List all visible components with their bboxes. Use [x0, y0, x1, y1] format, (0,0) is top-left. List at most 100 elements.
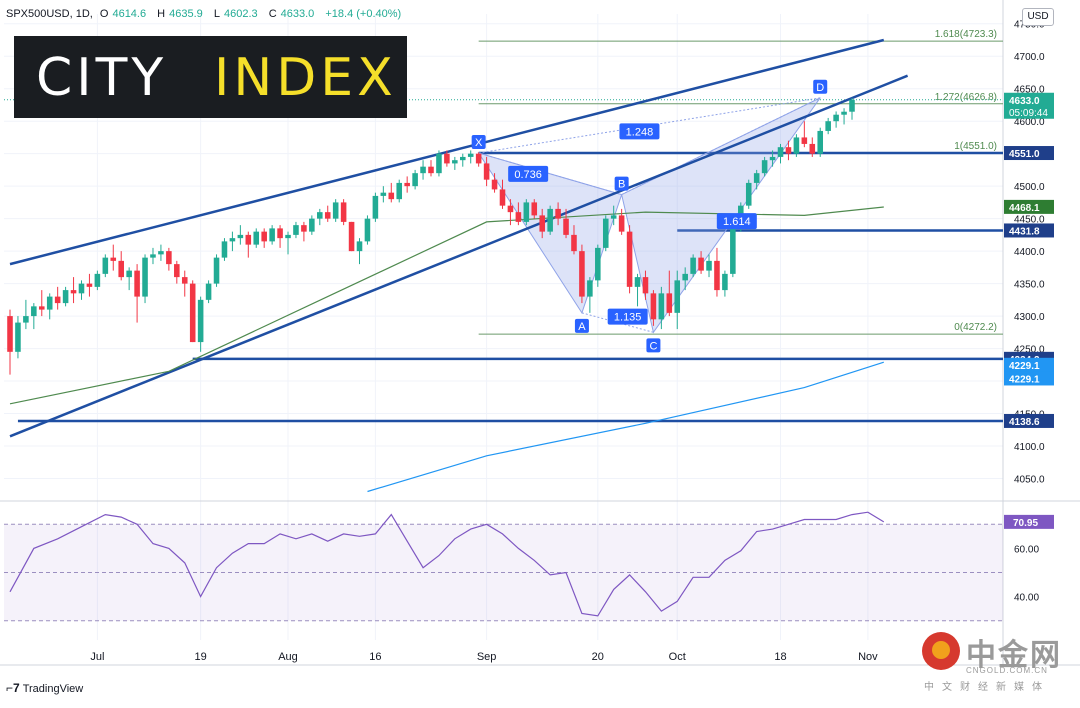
candle-body [674, 280, 681, 313]
candle [301, 221, 307, 242]
tradingview-icon: ⌐7 [6, 681, 20, 695]
channel-line [9, 74, 909, 438]
price-tick-label: 4450.0 [1014, 215, 1045, 226]
candle-body [658, 293, 665, 320]
candle [706, 254, 712, 278]
price-axis[interactable]: 4050.04100.04150.04200.04250.04300.04350… [1004, 20, 1054, 604]
candle-body [213, 257, 220, 284]
candle [23, 299, 29, 330]
candle-body [817, 130, 824, 154]
candle-body [309, 218, 315, 232]
candle [618, 208, 625, 235]
candle-body [396, 182, 403, 200]
candle-body [261, 231, 267, 242]
candle-body [459, 156, 466, 161]
candle-body [793, 137, 800, 154]
price-tag: 4229.1 [1004, 357, 1054, 372]
pattern-xb-line [478, 152, 622, 196]
candle-body [253, 231, 260, 245]
candle-body [62, 290, 69, 304]
price-tag-label: 4431.8 [1009, 226, 1040, 237]
rsi-line [9, 511, 885, 617]
candle [118, 251, 124, 281]
price-tag-box [1004, 92, 1054, 119]
candle [269, 225, 275, 245]
price-tag: 4468.1 [1004, 199, 1054, 214]
price-tag: 4431.8 [1004, 223, 1054, 238]
close-value: 4633.0 [280, 8, 315, 20]
time-tick-label: Oct [669, 651, 686, 663]
candle [340, 199, 347, 226]
low-label: L [213, 8, 220, 20]
time-axis[interactable]: Jul 19 Aug 16 Sep 20 Oct 18 Nov [90, 651, 878, 663]
candle [293, 221, 299, 239]
candle [698, 251, 704, 274]
price-tick-label: 4300.0 [1014, 312, 1045, 323]
tradingview-logo[interactable]: ⌐7 TradingView [6, 681, 83, 695]
price-tag-countdown: 05:09:44 [1009, 108, 1048, 119]
price-tick-label: 4100.0 [1014, 442, 1045, 453]
candle [531, 199, 538, 219]
high-value: 4635.9 [169, 8, 203, 20]
candle [309, 215, 315, 235]
candle-body [380, 192, 387, 196]
price-tag: 4229.1 [1004, 371, 1054, 386]
price-tag-label: 4138.6 [1009, 417, 1040, 428]
candle-body [7, 316, 13, 352]
candle [277, 225, 283, 248]
candle-body [571, 234, 577, 252]
candle-body [777, 147, 784, 157]
candle-body [515, 212, 522, 222]
candle-body [285, 234, 291, 239]
candle [78, 280, 85, 300]
price-tag-label: 4633.0 [1009, 96, 1040, 107]
candle-body [523, 202, 530, 222]
pattern-ratio: 1.614 [716, 213, 757, 230]
price-tag-label: 4229.1 [1009, 361, 1040, 372]
candle [833, 111, 839, 128]
rsi-pane[interactable] [4, 511, 1003, 622]
candle [491, 173, 498, 193]
candle-body [618, 215, 625, 232]
rsi-tick-label: 60.00 [1014, 544, 1039, 555]
candle-body [340, 202, 347, 222]
candle [324, 205, 331, 222]
candle [364, 215, 371, 245]
candle-body [317, 212, 323, 219]
price-tick-label: 4350.0 [1014, 280, 1045, 291]
price-tag-box [1004, 199, 1054, 214]
moving-average-line [9, 206, 884, 405]
candle-body [690, 257, 696, 274]
candle [158, 244, 164, 261]
candle-body [761, 160, 768, 174]
price-tag-box [1004, 413, 1054, 428]
pattern-ratio: 1.248 [619, 123, 660, 140]
pattern-ratio: 1.135 [607, 308, 648, 325]
candle [849, 97, 855, 120]
candle-body [753, 173, 760, 183]
candle [205, 280, 212, 304]
candle-body [714, 260, 720, 291]
pattern-point-label: D [816, 82, 824, 94]
price-tick-label: 4500.0 [1014, 182, 1045, 193]
symbol-label[interactable]: SPX500USD, 1D, [6, 8, 93, 20]
candle [602, 215, 609, 252]
candle [714, 247, 720, 297]
candle [213, 254, 220, 287]
time-tick-label: Jul [90, 651, 104, 663]
candle [317, 208, 323, 226]
fib-label: 0(4272.2) [954, 322, 997, 333]
candle-body [650, 293, 657, 320]
pattern-ratio-label: 0.736 [514, 169, 542, 181]
candle-body [825, 121, 831, 131]
candle-body [626, 231, 633, 287]
currency-button[interactable]: USD [1022, 8, 1054, 26]
candle-body [841, 111, 847, 115]
grid-lines [0, 0, 1080, 666]
candle-body [412, 173, 418, 187]
candle [745, 179, 752, 209]
candle [825, 117, 831, 135]
candle-body [634, 277, 641, 287]
candle [102, 254, 109, 278]
